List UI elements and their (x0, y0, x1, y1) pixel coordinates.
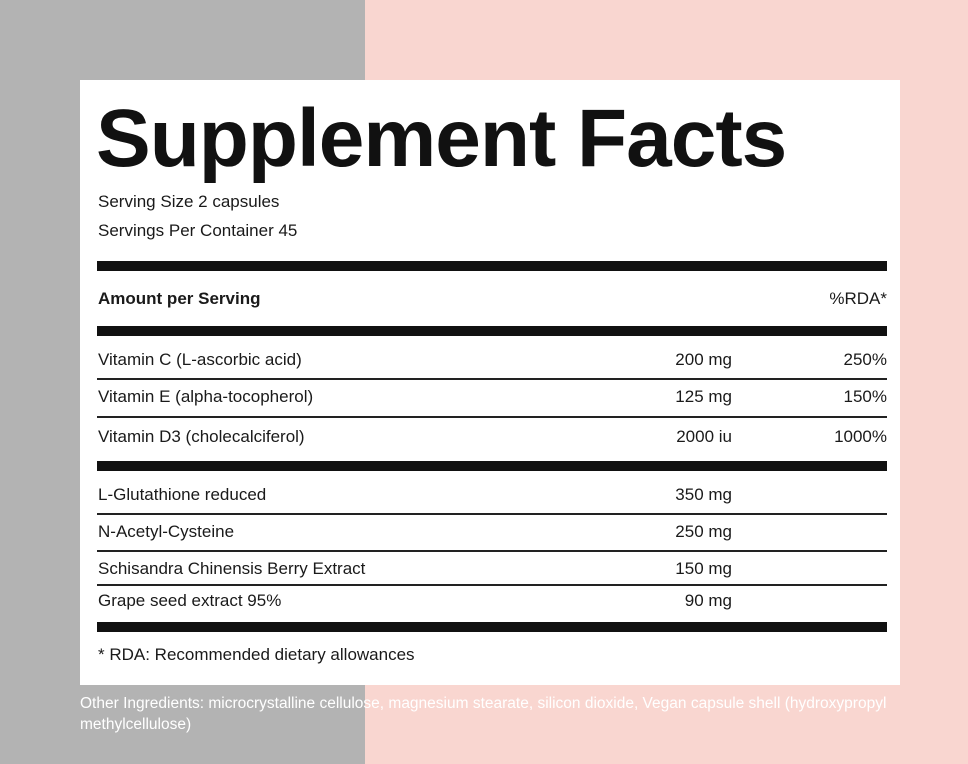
ingredient-amount: 200 mg (675, 350, 732, 369)
serving-size: Serving Size 2 capsules (98, 192, 280, 211)
amount-header: Amount per Serving (98, 289, 261, 308)
row-divider (97, 513, 887, 515)
other-ingredients: Other Ingredients: microcrystalline cell… (80, 695, 887, 733)
rda-header: %RDA* (829, 289, 887, 308)
divider-bar (97, 622, 887, 632)
footnote: * RDA: Recommended dietary allowances (98, 645, 415, 664)
row-divider (97, 416, 887, 418)
ingredient-name: Vitamin C (L-ascorbic acid) (98, 350, 302, 369)
ingredient-name: Vitamin D3 (cholecalciferol) (98, 427, 305, 446)
divider-bar (97, 326, 887, 336)
row-divider (97, 550, 887, 552)
divider-bar (97, 461, 887, 471)
servings-per-container: Servings Per Container 45 (98, 221, 298, 240)
row-divider (97, 584, 887, 586)
ingredient-amount: 2000 iu (676, 427, 732, 446)
ingredient-amount: 125 mg (675, 387, 732, 406)
ingredient-rda: 250% (843, 350, 887, 369)
ingredient-name: Grape seed extract 95% (98, 591, 282, 610)
row-divider (97, 378, 887, 380)
ingredient-amount: 350 mg (675, 485, 732, 504)
divider-bar (97, 261, 887, 271)
ingredient-name: N-Acetyl-Cysteine (98, 522, 235, 541)
ingredient-amount: 250 mg (675, 522, 732, 541)
ingredient-rda: 1000% (834, 427, 887, 446)
ingredient-name: Schisandra Chinensis Berry Extract (98, 559, 366, 578)
ingredient-name: L-Glutathione reduced (98, 485, 267, 504)
ingredient-name: Vitamin E (alpha-tocopherol) (98, 387, 314, 406)
ingredient-rda: 150% (843, 387, 887, 406)
ingredient-amount: 90 mg (684, 591, 732, 610)
title: Supplement Facts (96, 93, 787, 184)
ingredient-amount: 150 mg (675, 559, 732, 578)
